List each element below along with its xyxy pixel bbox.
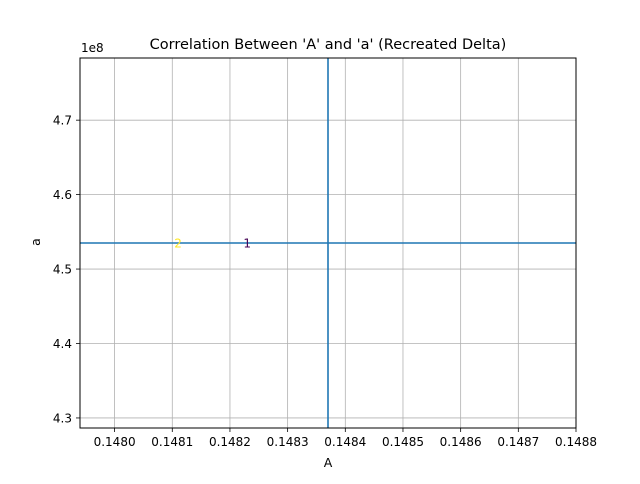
data-point-label: 2 bbox=[174, 237, 182, 251]
x-tick-label: 0.1483 bbox=[267, 435, 309, 449]
x-tick-label: 0.1484 bbox=[324, 435, 366, 449]
y-tick-label: 4.7 bbox=[53, 114, 72, 128]
reference-lines bbox=[80, 58, 576, 428]
y-axis-ticks: 4.3 4.4 4.5 4.6 4.7 bbox=[53, 114, 80, 425]
x-tick-label: 0.1482 bbox=[209, 435, 251, 449]
y-tick-label: 4.6 bbox=[53, 188, 72, 202]
x-tick-label: 0.1488 bbox=[555, 435, 597, 449]
x-tick-label: 0.1480 bbox=[94, 435, 136, 449]
x-axis-label: A bbox=[324, 455, 333, 470]
x-tick-label: 0.1481 bbox=[151, 435, 193, 449]
plot-frame bbox=[79, 57, 577, 429]
x-axis-ticks: 0.1480 0.1481 0.1482 0.1483 0.1484 0.1485 0.14… bbox=[94, 428, 597, 449]
y-tick-label: 4.5 bbox=[53, 263, 72, 277]
data-point-labels: 12 bbox=[174, 237, 251, 251]
data-point-label: 1 bbox=[243, 237, 251, 251]
y-tick-label: 4.4 bbox=[53, 337, 72, 351]
x-tick-label: 0.1487 bbox=[497, 435, 539, 449]
y-tick-label: 4.3 bbox=[53, 411, 72, 425]
y-axis-label: a bbox=[28, 238, 43, 246]
chart-title: Correlation Between 'A' and 'a' (Recreat… bbox=[150, 37, 507, 53]
x-tick-label: 0.1485 bbox=[382, 435, 424, 449]
y-axis-offset-label: 1e8 bbox=[81, 41, 104, 55]
x-tick-label: 0.1486 bbox=[440, 435, 482, 449]
